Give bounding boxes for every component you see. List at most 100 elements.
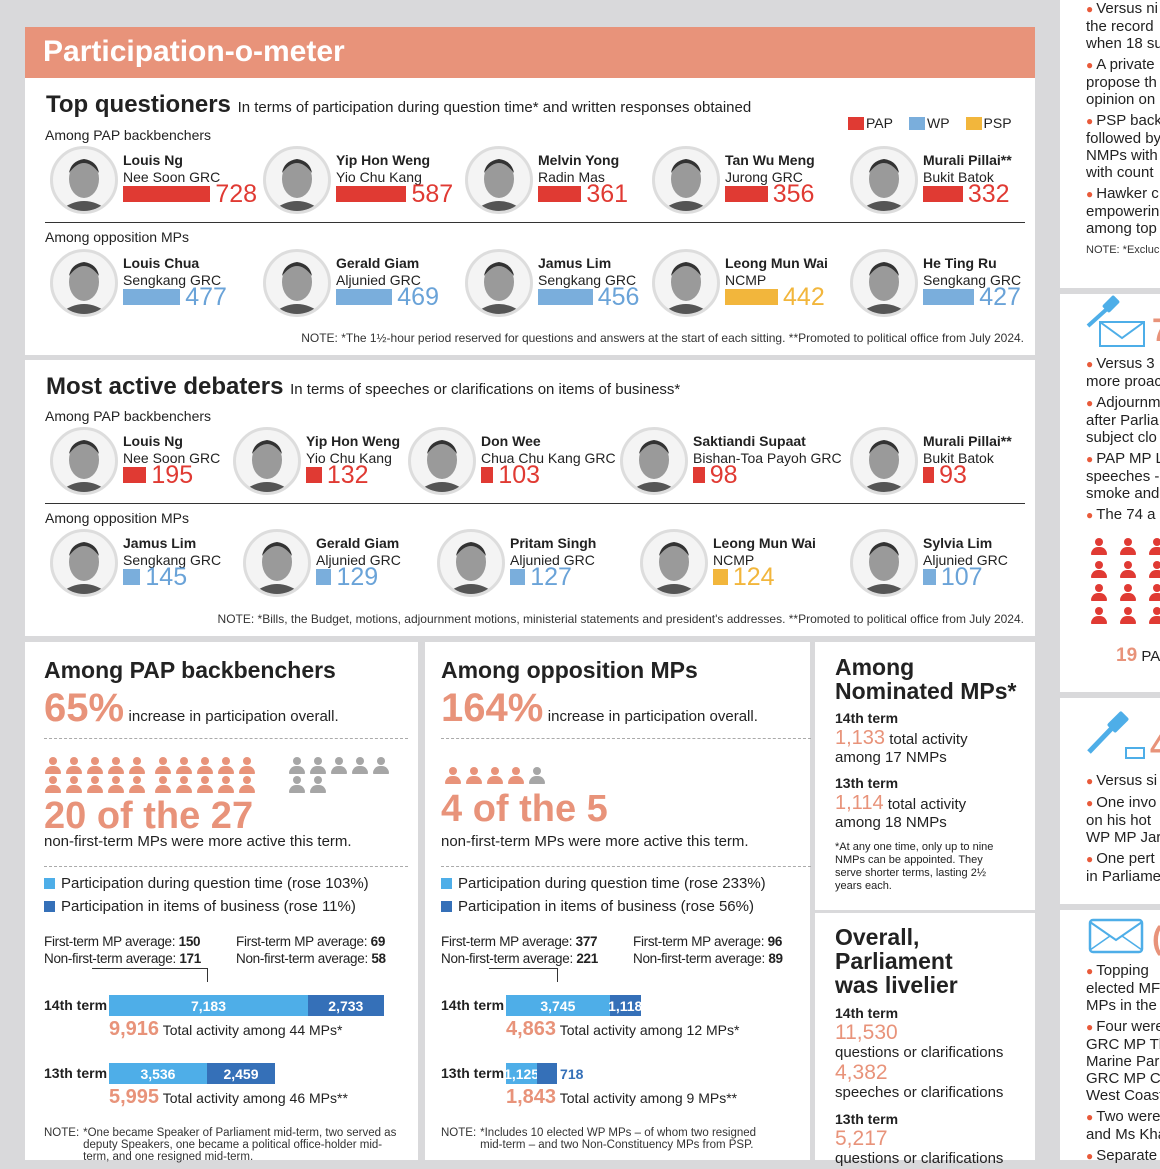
total-text: Total activity among 12 MPs* (559, 1022, 740, 1038)
value-bar (123, 289, 181, 305)
line-text: Adjournm (1096, 394, 1160, 411)
person-icon (1090, 584, 1107, 601)
text-line: with count (1086, 164, 1160, 181)
person-icon (238, 757, 255, 774)
pct-line: 65% increase in participation overall. (44, 686, 339, 731)
stacked-bar: 3,745 1,118 (506, 995, 642, 1016)
mp-card: Jamus Lim Sengkang GRC 145 (50, 529, 250, 597)
legend-swatch (441, 878, 452, 889)
term-label: 14th term (44, 997, 108, 1013)
value-bar-group: 127 (510, 564, 572, 590)
person-icon (107, 776, 124, 793)
bullet-paragraph: ● Hawker c empowerin among top (1086, 185, 1160, 237)
mp-photo (850, 529, 918, 597)
mp-constituency: Yio Chu Kang (336, 169, 422, 185)
avg-label: First-term MP average: (236, 934, 371, 949)
person-icon (128, 757, 145, 774)
line-text: followed by (1086, 130, 1160, 147)
mp-value: 124 (732, 563, 775, 591)
group-label: Among PAP backbenchers (45, 408, 212, 424)
bullet-icon: ● (1086, 2, 1094, 16)
mp-photo (652, 249, 720, 317)
mp-value: 132 (326, 461, 369, 489)
text-line: MPs in the (1086, 997, 1160, 1014)
note: NOTE: *Includes 10 elected WP MPs – of wh… (441, 1127, 771, 1151)
legend-label: WP (926, 115, 950, 131)
business-averages: First-term MP average: 69 Non-first-term … (236, 933, 386, 967)
text-line: NMPs with (1086, 147, 1160, 164)
line-text: speeches - (1086, 468, 1160, 485)
bullet-icon: ● (1086, 357, 1094, 371)
mp-value: 98 (709, 461, 738, 489)
mp-name: Sylvia Lim (923, 535, 993, 551)
line-text: Marine Par (1086, 1053, 1160, 1070)
mp-constituency: Bukit Batok (923, 450, 994, 466)
mp-name: Saktiandi Supaat (693, 433, 806, 449)
person-icon (44, 776, 61, 793)
value-bar (123, 467, 147, 483)
stat-sub: among 17 NMPs (835, 749, 947, 766)
value-bar (923, 467, 935, 483)
avg-value: 171 (179, 951, 201, 966)
mp-constituency: Aljunied GRC (316, 552, 401, 568)
value-bar (316, 569, 332, 585)
line-text: WP MP Jar (1086, 829, 1160, 846)
mp-card: He Ting Ru Sengkang GRC 427 (850, 249, 1050, 317)
value-bar-group: 442 (725, 284, 825, 310)
line-text: opinion on (1086, 91, 1156, 108)
value-bar-group: 469 (336, 284, 439, 310)
line-text: MPs in the (1086, 997, 1157, 1014)
legend-question-time: Participation during question time (rose… (44, 875, 369, 892)
line-text: after Parlia (1086, 412, 1159, 429)
business-segment: 718 (537, 1063, 583, 1084)
question-time-segment: 7,183 (109, 995, 308, 1016)
text-line: Marine Par (1086, 1053, 1160, 1070)
person-icon (86, 776, 103, 793)
mp-value: 427 (979, 283, 1021, 311)
text-line: ● PAP MP L (1086, 450, 1160, 468)
text-line: ● A private (1086, 56, 1160, 74)
mp-name: Melvin Yong (538, 152, 620, 168)
line-text: West Coast (1086, 1087, 1160, 1104)
envelope-icon (1088, 918, 1144, 954)
mp-value: 356 (772, 180, 815, 208)
text-line: among top (1086, 220, 1160, 237)
pct-line: 164% increase in participation overall. (441, 686, 758, 731)
legend-item: PSP (965, 115, 1012, 131)
nmp-title: Among Nominated MPs* (835, 655, 1016, 703)
stat-sub: among 18 NMPs (835, 814, 947, 831)
mp-photo (408, 427, 476, 495)
note-text: *One became Speaker of Parliament mid-te… (83, 1127, 397, 1163)
mp-photo (850, 146, 918, 214)
mp-value: 728 (215, 180, 258, 208)
stacked-bar: 7,183 2,733 (109, 995, 384, 1016)
mp-value: 127 (530, 563, 572, 591)
mp-photo (50, 529, 118, 597)
line-text: Topping (1096, 962, 1149, 979)
value-bar-group: 124 (713, 564, 775, 590)
bullet-icon: ● (1086, 452, 1094, 466)
mp-name: Leong Mun Wai (725, 255, 828, 271)
total-value: 4,863 (506, 1018, 557, 1040)
stat-number: ( (1152, 920, 1160, 957)
legend-label: PSP (983, 115, 1012, 131)
business-segment: 2,459 (206, 1063, 276, 1084)
total-line: 5,995 Total activity among 46 MPs** (109, 1086, 348, 1109)
legend-swatch (441, 901, 452, 912)
term-label: 14th term (835, 1005, 899, 1021)
mp-card: Gerald Giam Aljunied GRC 129 (243, 529, 443, 597)
legend-business: Participation in items of business (rose… (441, 898, 754, 915)
person-icon (1119, 561, 1136, 578)
term-label: 14th term (441, 997, 505, 1013)
overall-title: Overall, Parliament was livelier (835, 925, 958, 997)
person-icon (351, 757, 368, 774)
group-label: Among PAP backbenchers (45, 127, 212, 143)
mp-photo (243, 529, 311, 597)
text-line: after Parlia (1086, 412, 1160, 429)
value-bar-group: 145 (123, 564, 187, 590)
mp-constituency: Sengkang GRC (923, 272, 1022, 288)
line-text: GRC MP Ch (1086, 1070, 1160, 1087)
line-text: more proac (1086, 373, 1160, 390)
mp-constituency: Sengkang GRC (123, 552, 222, 568)
person-icon (1090, 561, 1107, 578)
